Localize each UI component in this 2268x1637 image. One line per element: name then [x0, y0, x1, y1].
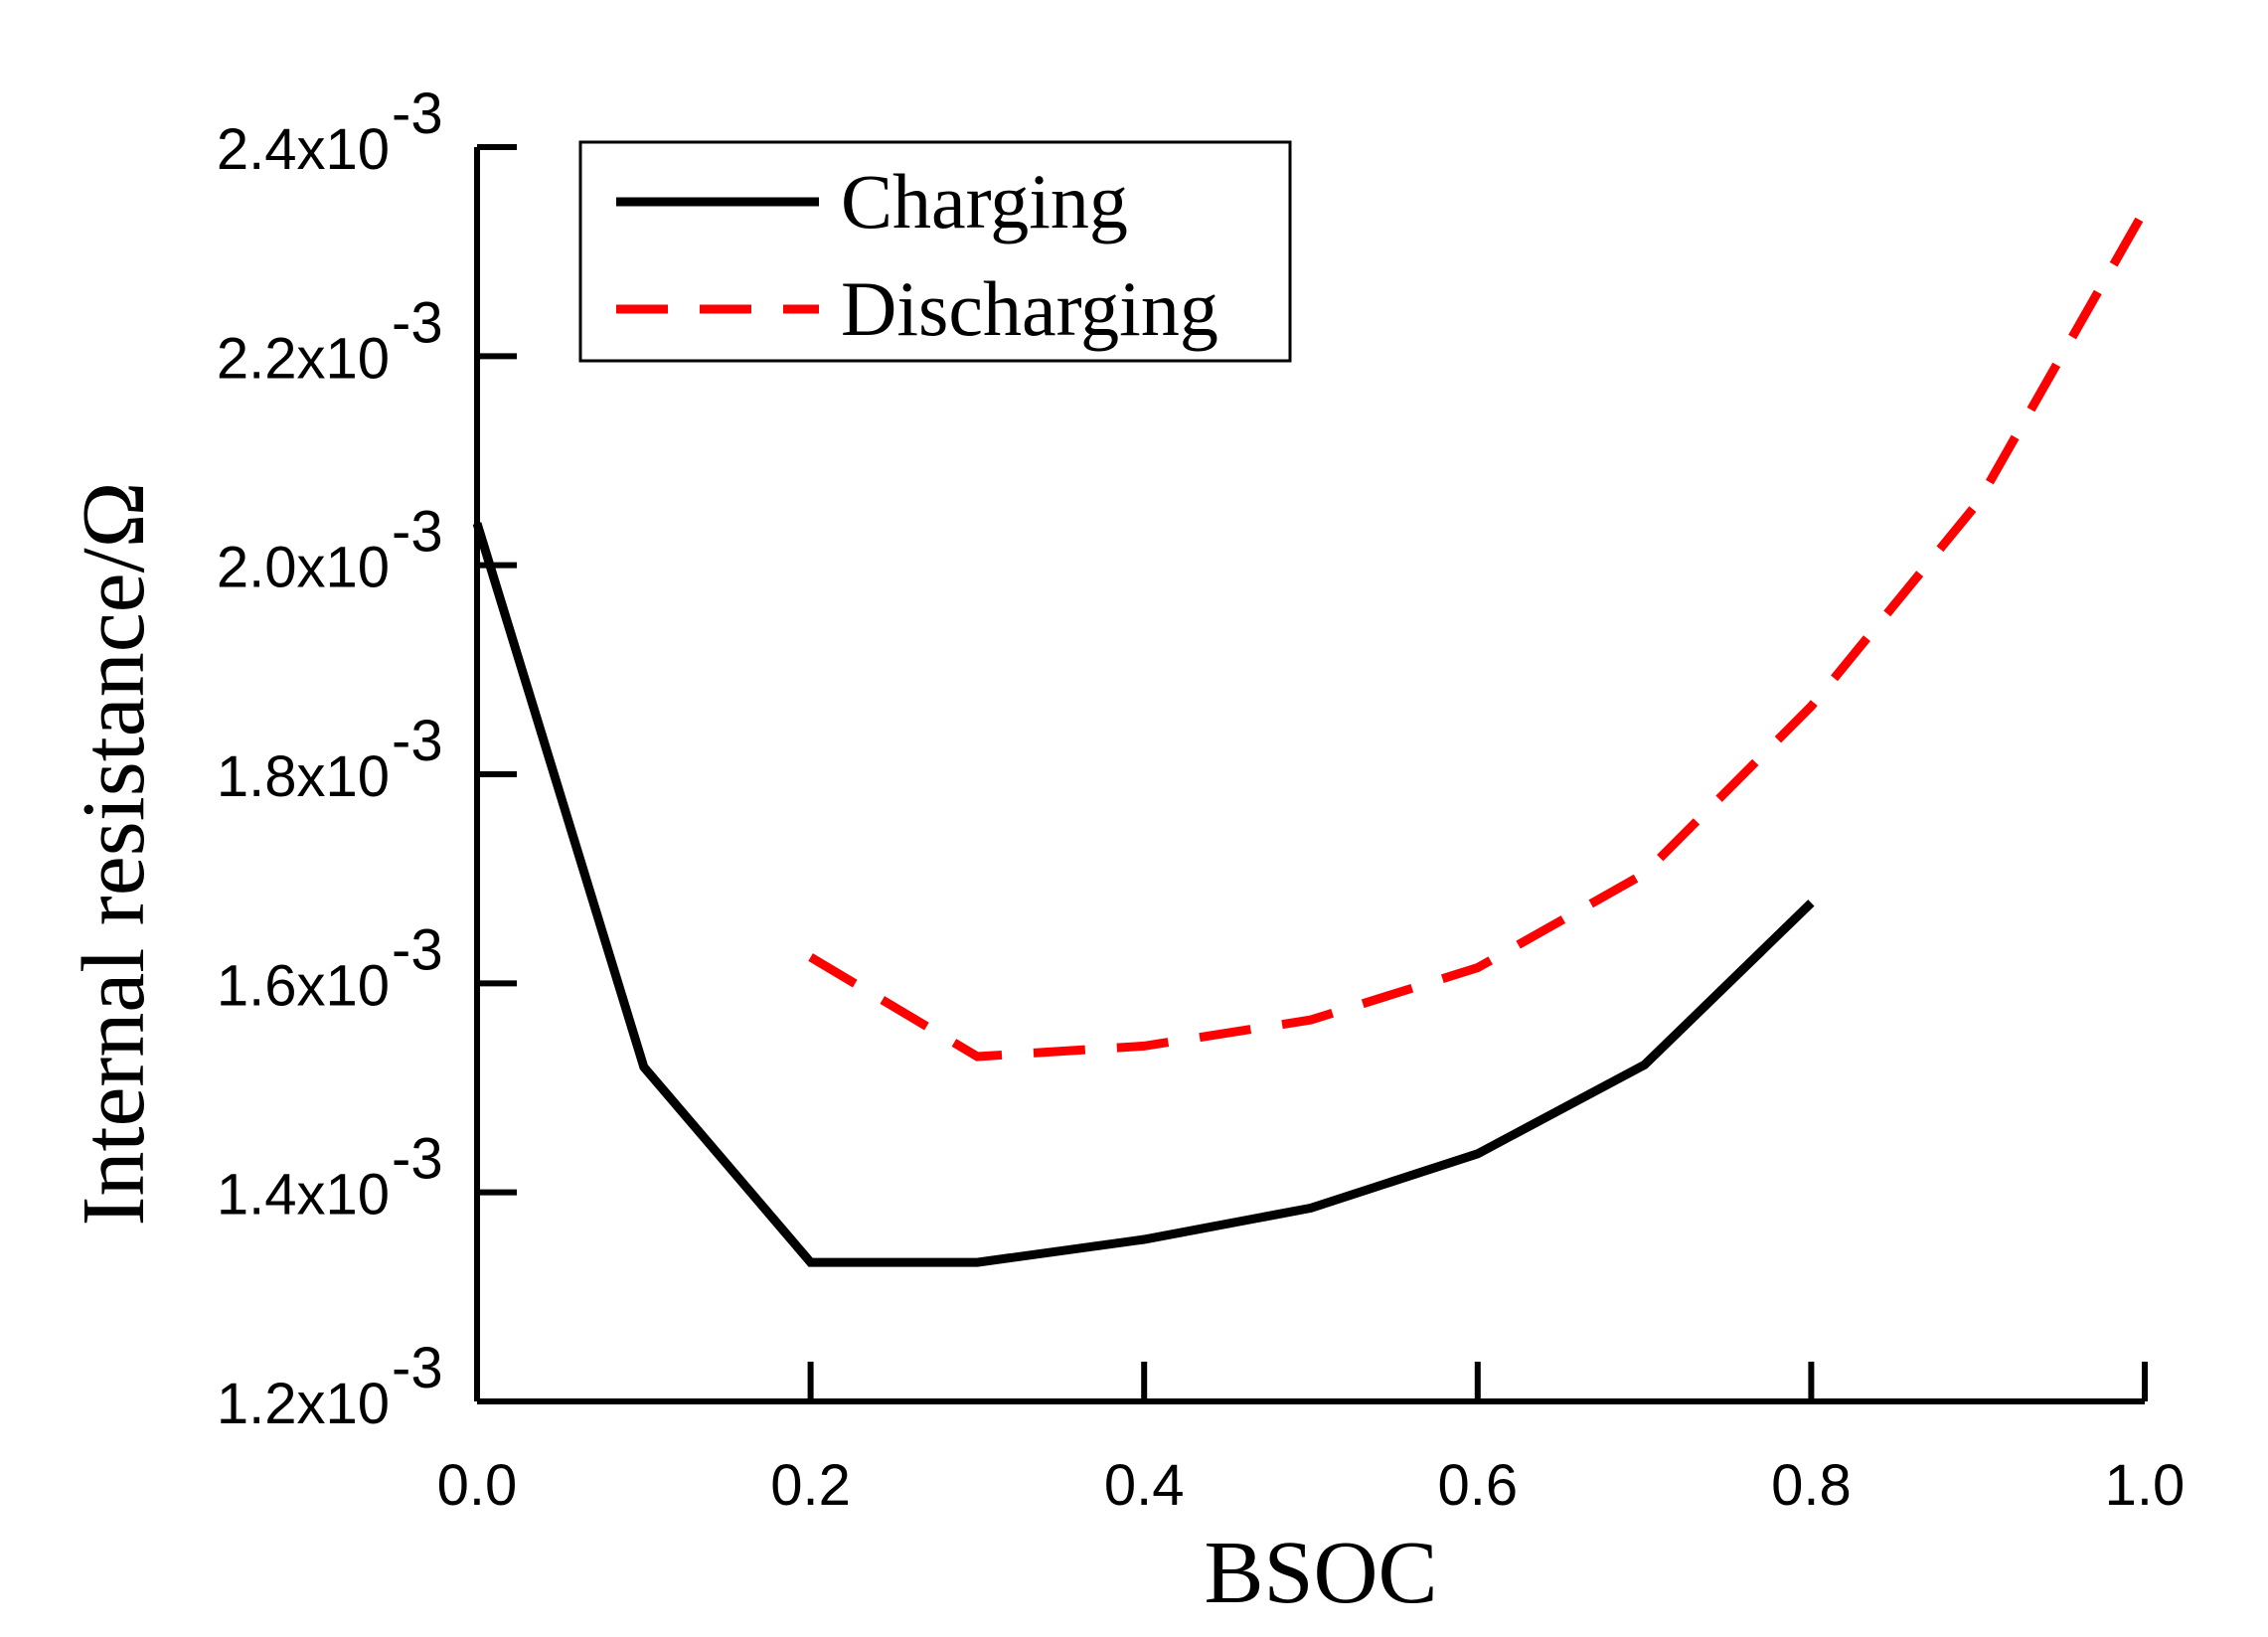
y-tick-label: 2.0x10 [217, 536, 390, 600]
y-tick-label: 1.4x10 [217, 1163, 390, 1228]
x-tick-label: 0.8 [1771, 1453, 1852, 1518]
y-tick-exponent: -3 [392, 82, 443, 146]
y-tick-exponent: -3 [392, 1127, 443, 1192]
legend-label-discharging: Discharging [841, 265, 1218, 352]
y-tick-exponent: -3 [392, 917, 443, 982]
x-tick-label: 0.0 [437, 1453, 518, 1518]
series-line-charging [472, 522, 1815, 1267]
x-tick-label: 0.6 [1437, 1453, 1518, 1518]
x-tick-label: 1.0 [2105, 1453, 2186, 1518]
legend-label-charging: Charging [841, 158, 1128, 245]
y-axis-title: Internal resistance/Ω [65, 481, 163, 1226]
legend-box [578, 140, 1292, 363]
x-axis-title: BSOC [1204, 1524, 1437, 1622]
y-tick-label: 2.2x10 [217, 326, 390, 391]
x-tick-label: 0.2 [770, 1453, 851, 1518]
y-tick-label: 1.8x10 [217, 744, 390, 809]
x-tick-label: 0.4 [1104, 1453, 1185, 1518]
y-tick-exponent: -3 [392, 709, 443, 773]
y-tick-label: 1.2x10 [217, 1372, 390, 1436]
y-tick-label: 1.6x10 [217, 953, 390, 1018]
y-tick-exponent: -3 [392, 290, 443, 355]
y-tick-label: 2.4x10 [217, 117, 390, 182]
y-tick-exponent: -3 [392, 500, 443, 565]
y-tick-exponent: -3 [392, 1336, 443, 1400]
series-line-discharging [808, 207, 2149, 1062]
